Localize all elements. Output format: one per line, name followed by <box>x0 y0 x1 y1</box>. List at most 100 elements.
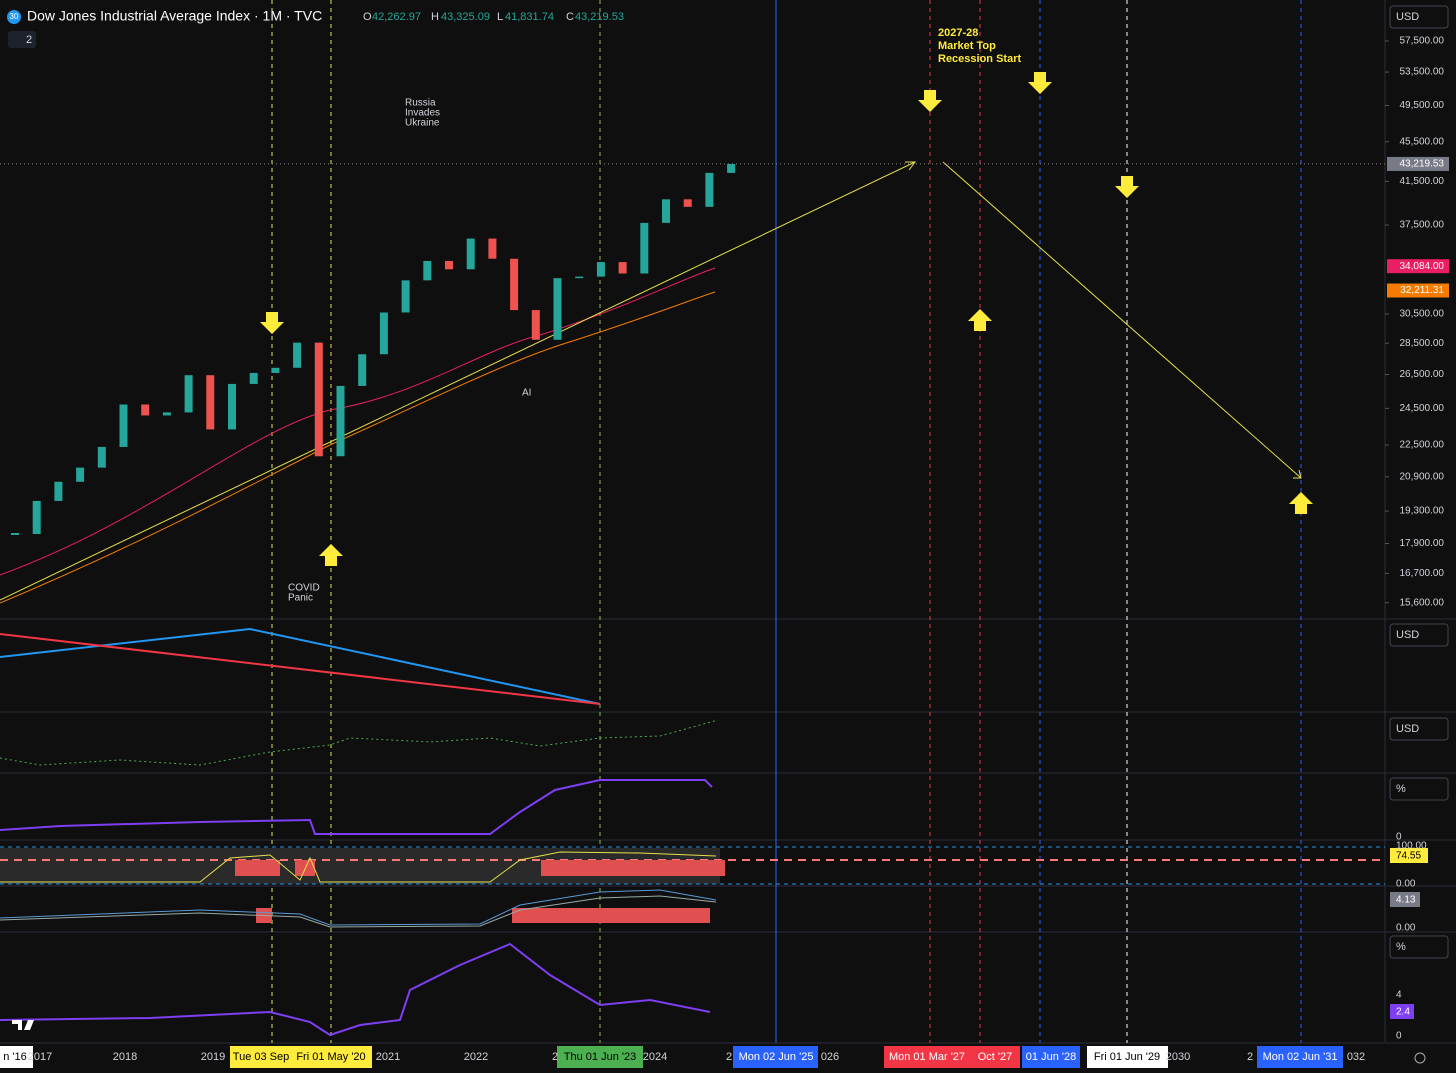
candle <box>445 260 453 270</box>
annotation: COVID <box>288 583 320 594</box>
candle <box>705 172 714 207</box>
ohlc-value: 42,262.97 <box>372 11 421 23</box>
annotation: AI <box>522 388 531 399</box>
candle <box>336 385 345 457</box>
time-axis-label: 2024 <box>643 1051 667 1063</box>
price-badge-label: 34,084.00 <box>1400 261 1445 272</box>
time-axis-label: 2 <box>1247 1051 1253 1063</box>
candle <box>228 383 236 430</box>
indicator-toggle[interactable]: 2 <box>26 34 32 46</box>
time-marker: Thu 01 Jun '23 <box>564 1051 636 1063</box>
candle <box>249 372 258 384</box>
candle <box>727 163 736 173</box>
pane-label: 0.00 <box>1396 879 1416 890</box>
candle <box>596 262 605 277</box>
time-axis-label: n '16 <box>3 1051 27 1063</box>
annotation: 2027-28 <box>938 27 978 39</box>
time-axis-label: 2019 <box>201 1051 225 1063</box>
candle <box>575 276 584 279</box>
candle <box>662 199 670 223</box>
price-badge-label: 43,219.53 <box>1400 159 1445 170</box>
time-axis-label: 2022 <box>464 1051 488 1063</box>
pane-axis[interactable]: % <box>1396 783 1406 795</box>
time-marker: Tue 03 Sep <box>233 1051 289 1063</box>
price-tick-label: 15,600.00 <box>1400 597 1445 608</box>
currency-select[interactable]: USD <box>1396 11 1419 23</box>
pane-label: 0 <box>1396 832 1402 843</box>
candle <box>293 342 302 368</box>
annotation: Invades <box>405 108 440 119</box>
time-axis-label: 2017 <box>28 1051 52 1063</box>
price-badge-label: 32,211.31 <box>1400 285 1444 296</box>
candle <box>119 404 128 447</box>
time-marker: Mon 01 Mar '27 <box>889 1051 965 1063</box>
price-tick-label: 24,500.00 <box>1400 403 1445 414</box>
candle <box>271 367 280 373</box>
candle <box>97 446 106 468</box>
pane-label: 0 <box>1396 1031 1402 1042</box>
price-tick-label: 30,500.00 <box>1400 309 1445 320</box>
candle <box>314 342 323 457</box>
candle <box>683 199 692 207</box>
annotation: Ukraine <box>405 118 440 129</box>
pane-label: 74.55 <box>1396 851 1421 862</box>
ohlc-label: C <box>566 11 574 23</box>
price-tick-label: 57,500.00 <box>1400 36 1445 47</box>
time-marker: Mon 02 Jun '25 <box>739 1051 814 1063</box>
candle <box>401 280 410 313</box>
candle <box>184 375 193 413</box>
candle <box>553 278 562 340</box>
pane-label: 100.00 <box>1396 841 1427 852</box>
candle <box>206 375 215 430</box>
price-tick-label: 26,500.00 <box>1400 369 1445 380</box>
time-axis-label: 2 <box>726 1051 732 1063</box>
price-tick-label: 16,700.00 <box>1400 568 1445 579</box>
symbol-badge: 30 <box>10 12 19 21</box>
time-axis-label: 2030 <box>1166 1051 1190 1063</box>
price-badge <box>1387 259 1449 274</box>
pane-axis[interactable]: USD <box>1396 629 1419 641</box>
price-tick-label: 41,500.00 <box>1400 176 1445 187</box>
candle <box>531 310 540 340</box>
price-badge <box>1387 156 1449 171</box>
candle <box>488 238 497 259</box>
pane-axis[interactable]: % <box>1396 941 1406 953</box>
time-axis-label: 2021 <box>376 1051 400 1063</box>
candle <box>32 500 41 534</box>
candle <box>466 238 475 270</box>
pane-label: 2.4 <box>1396 1007 1410 1018</box>
price-tick-label: 45,500.00 <box>1400 136 1445 147</box>
annotation: Russia <box>405 98 436 109</box>
time-marker: Fri 01 Jun '29 <box>1094 1051 1160 1063</box>
annotation: Panic <box>288 593 313 604</box>
candle <box>54 481 63 501</box>
pane-label: 4 <box>1396 990 1402 1001</box>
candle <box>640 222 649 274</box>
price-tick-label: 53,500.00 <box>1400 67 1445 78</box>
price-tick-label: 22,500.00 <box>1400 440 1445 451</box>
candle <box>423 260 432 281</box>
ohlc-value: 43,219.53 <box>575 11 624 23</box>
time-axis-label: 2 <box>552 1051 558 1063</box>
ohlc-value: 41,831.74 <box>505 11 554 23</box>
price-tick-label: 17,900.00 <box>1400 538 1445 549</box>
candle <box>162 412 171 416</box>
pane-label: 4.13 <box>1396 895 1416 906</box>
pane-axis[interactable]: USD <box>1396 723 1419 735</box>
candle <box>141 404 150 416</box>
pane-label: 0.00 <box>1396 923 1416 934</box>
price-tick-label: 37,500.00 <box>1400 220 1445 231</box>
annotation: Market Top <box>938 40 996 52</box>
time-axis-label: 2018 <box>113 1051 137 1063</box>
ohlc-label: O <box>363 11 372 23</box>
time-axis-label: 026 <box>821 1051 839 1063</box>
price-tick-label: 20,900.00 <box>1400 471 1445 482</box>
time-marker: Fri 01 May '20 <box>296 1051 365 1063</box>
symbol-title[interactable]: Dow Jones Industrial Average Index · 1M … <box>27 8 322 24</box>
labels: 30 Dow Jones Industrial Average Index · … <box>10 8 1427 1042</box>
time-marker: 01 Jun '28 <box>1026 1051 1076 1063</box>
ohlc-label: L <box>497 11 503 23</box>
ohlc-value: 43,325.09 <box>441 11 490 23</box>
time-marker: Oct '27 <box>978 1051 1013 1063</box>
